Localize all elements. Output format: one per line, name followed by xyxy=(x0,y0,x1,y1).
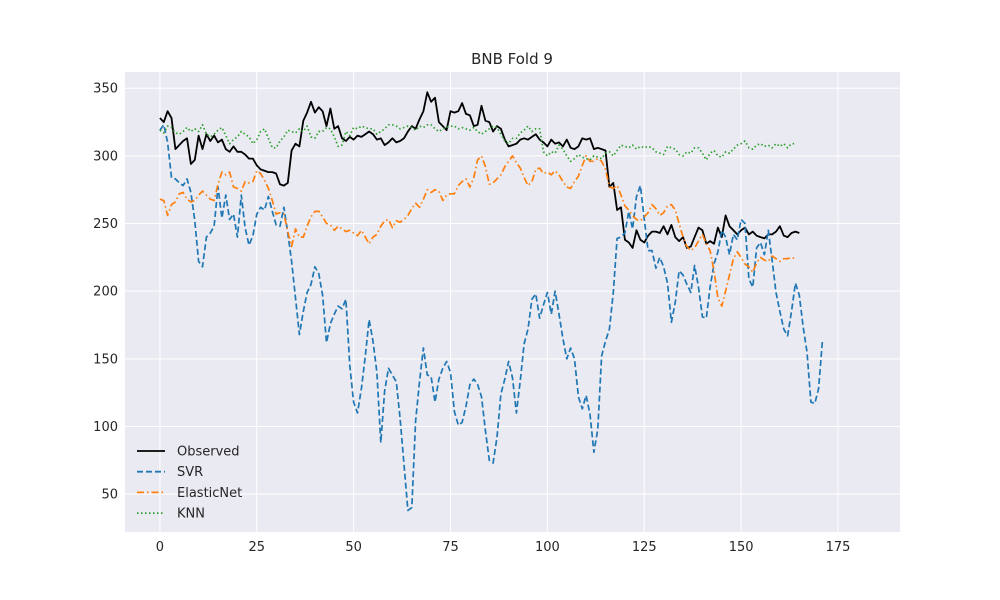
y-tick-label: 350 xyxy=(93,82,118,97)
x-tick-label: 150 xyxy=(729,540,754,555)
legend: Observed SVR ElasticNet KNN xyxy=(137,445,242,522)
x-tick-label: 25 xyxy=(248,540,265,555)
x-tick-label: 50 xyxy=(345,540,362,555)
x-tick-label: 125 xyxy=(632,540,657,555)
x-tick-label: 175 xyxy=(826,540,851,555)
y-tick-label: 100 xyxy=(93,420,118,435)
legend-label-elasticnet: ElasticNet xyxy=(177,486,242,501)
y-tick-label: 50 xyxy=(101,488,118,503)
y-tick-label: 250 xyxy=(93,217,118,232)
chart-title: BNB Fold 9 xyxy=(471,50,553,68)
series-line-knn xyxy=(159,123,796,163)
legend-label-observed: Observed xyxy=(177,445,240,460)
y-tick-label: 300 xyxy=(93,149,118,164)
legend-label-knn: KNN xyxy=(177,507,205,522)
legend-label-svr: SVR xyxy=(177,465,203,480)
y-tick-label: 150 xyxy=(93,352,118,367)
series-line-svr xyxy=(159,123,824,512)
tick-labels: 0 25 50 75 100 125 150 175 50 100 150 200 250 300 350 xyxy=(93,82,850,555)
x-tick-label: 75 xyxy=(442,540,459,555)
series-line-elasticnet xyxy=(159,155,796,307)
x-tick-label: 100 xyxy=(535,540,560,555)
x-tick-label: 0 xyxy=(156,540,164,555)
series-layer xyxy=(159,91,824,512)
plot-area xyxy=(125,72,900,532)
y-tick-label: 200 xyxy=(93,285,118,300)
series-line-observed xyxy=(159,91,800,249)
